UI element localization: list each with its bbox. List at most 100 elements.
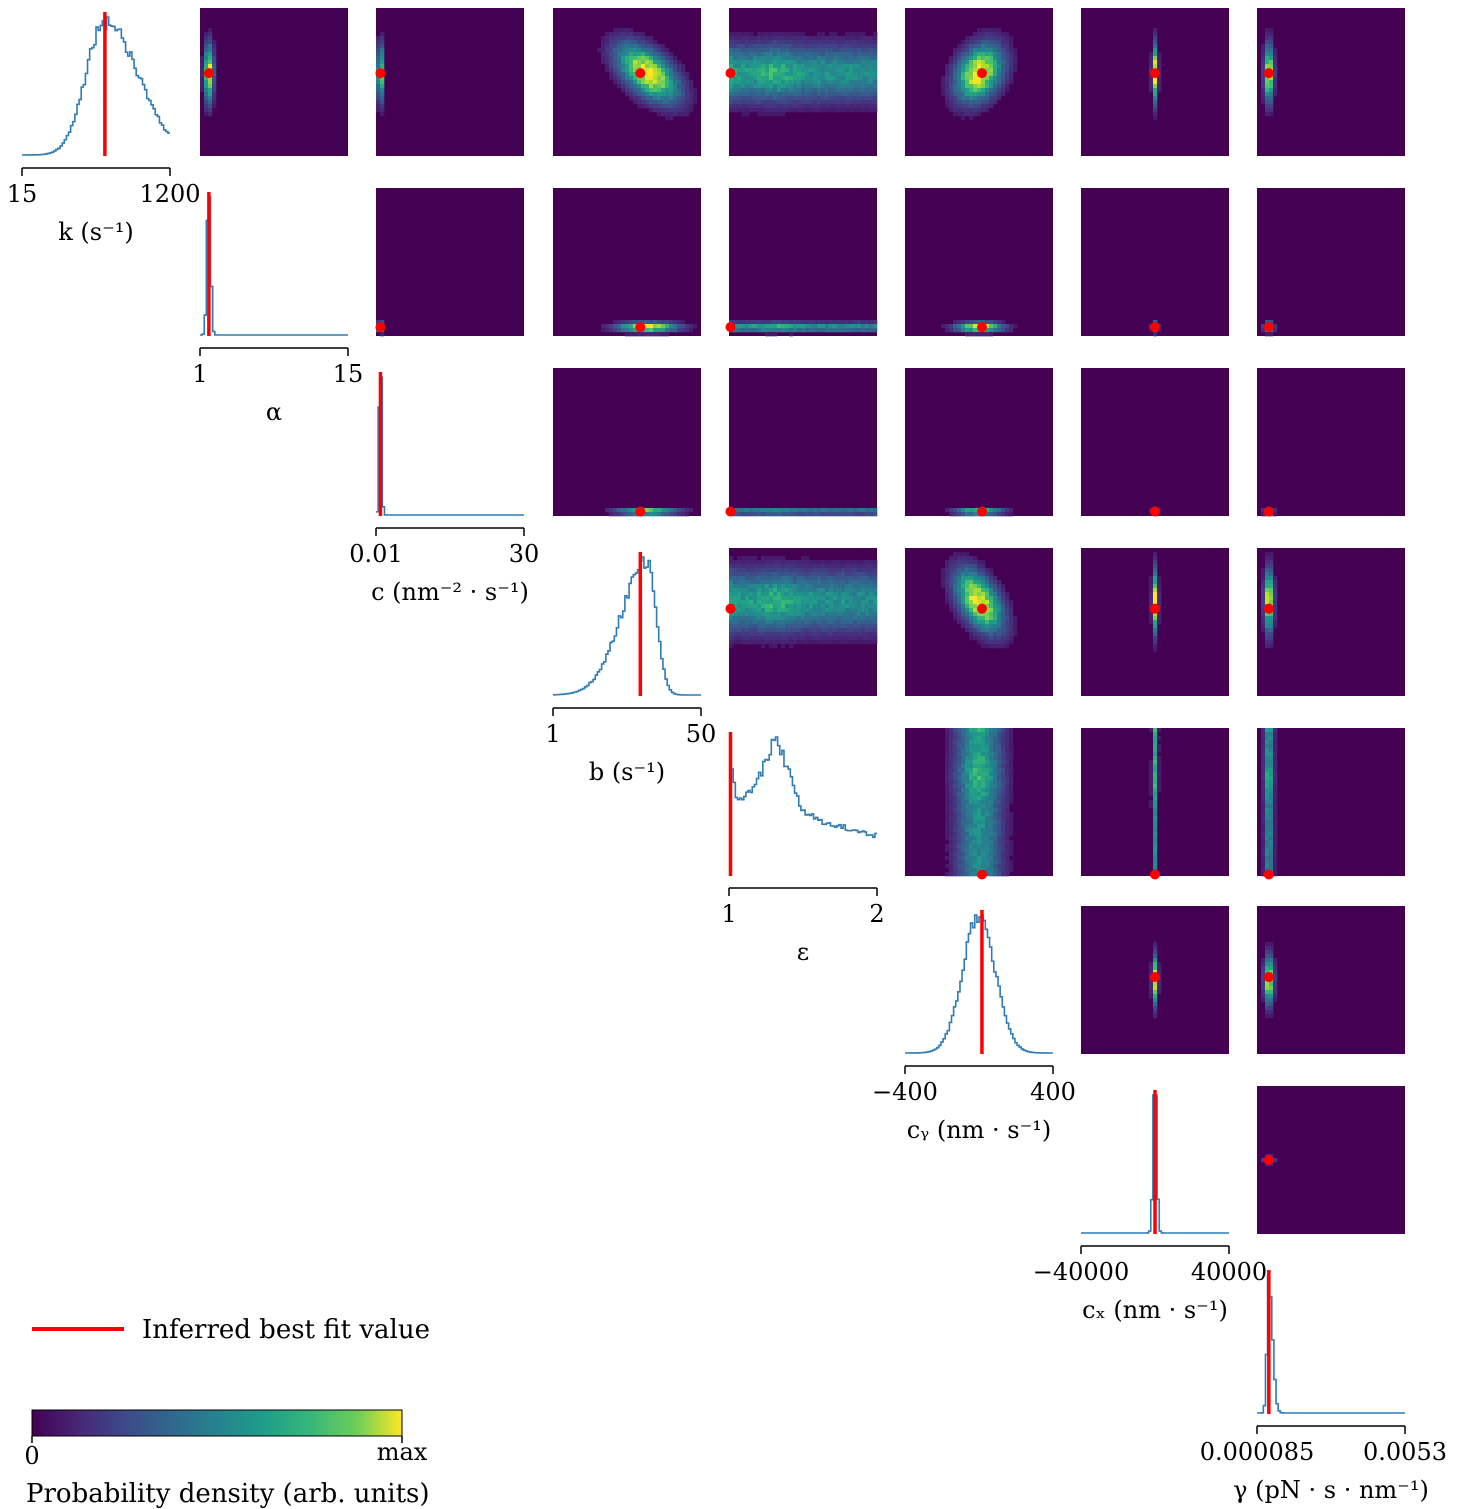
density-cell (629, 96, 634, 101)
density-cell (953, 584, 958, 589)
density-cell (741, 112, 746, 117)
density-cell (1265, 80, 1270, 85)
density-cell (1001, 852, 1006, 857)
density-cell (380, 108, 385, 113)
density-cell (1261, 48, 1266, 53)
density-cell (849, 560, 854, 565)
density-cell (849, 72, 854, 77)
density-cell (749, 80, 754, 85)
density-cell (657, 80, 662, 85)
density-cell (961, 556, 966, 561)
density-cell (1001, 736, 1006, 741)
density-cell (1009, 52, 1014, 57)
density-cell (961, 764, 966, 769)
density-cell (669, 108, 674, 113)
density-cell (845, 592, 850, 597)
density-cell (753, 604, 758, 609)
joint-panel-7-6 (1257, 1086, 1405, 1234)
density-cell (769, 608, 774, 613)
density-cell (1269, 88, 1274, 93)
density-cell (773, 80, 778, 85)
density-cell (673, 92, 678, 97)
density-cell (629, 48, 634, 53)
density-cell (741, 100, 746, 105)
density-cell (629, 80, 634, 85)
density-cell (833, 632, 838, 637)
density-cell (1265, 768, 1270, 773)
density-cell (729, 576, 734, 581)
density-cell (761, 612, 766, 617)
density-cell (853, 508, 858, 513)
density-cell (757, 72, 762, 77)
density-cell (1001, 644, 1006, 649)
density-cell (813, 44, 818, 49)
density-cell (817, 88, 822, 93)
density-cell (629, 36, 634, 41)
density-cell (641, 80, 646, 85)
density-cell (961, 60, 966, 65)
density-cell (985, 88, 990, 93)
density-cell (989, 760, 994, 765)
density-cell (625, 76, 630, 81)
density-cell (737, 92, 742, 97)
density-cell (1153, 840, 1158, 845)
density-cell (1009, 832, 1014, 837)
density-cell (1009, 620, 1014, 625)
density-cell (841, 36, 846, 41)
density-cell (773, 616, 778, 621)
density-cell (985, 792, 990, 797)
density-cell (1265, 1006, 1270, 1011)
density-cell (765, 320, 770, 325)
density-cell (1005, 636, 1010, 641)
density-cell (1153, 804, 1158, 809)
density-cell (789, 596, 794, 601)
density-cell (1153, 616, 1158, 621)
density-cell (997, 328, 1002, 333)
density-cell (985, 600, 990, 605)
density-cell (993, 616, 998, 621)
density-cell (749, 32, 754, 37)
density-cell (973, 44, 978, 49)
density-cell (969, 612, 974, 617)
density-cell (965, 92, 970, 97)
density-cell (1153, 568, 1158, 573)
density-cell (981, 96, 986, 101)
density-cell (629, 32, 634, 37)
density-cell (853, 80, 858, 85)
density-cell (993, 32, 998, 37)
density-cell (869, 48, 874, 53)
density-cell (1005, 48, 1010, 53)
density-cell (1157, 748, 1162, 753)
density-cell (825, 320, 830, 325)
density-cell (737, 320, 742, 325)
density-cell (685, 84, 690, 89)
density-cell (753, 56, 758, 61)
density-cell (865, 564, 870, 569)
density-cell (993, 600, 998, 605)
density-cell (1153, 736, 1158, 741)
density-cell (1273, 776, 1278, 781)
density-cell (821, 320, 826, 325)
density-cell (729, 60, 734, 65)
density-cell (949, 776, 954, 781)
density-cell (977, 792, 982, 797)
density-cell (665, 116, 670, 121)
density-cell (733, 108, 738, 113)
density-cell (953, 800, 958, 805)
density-cell (681, 100, 686, 105)
x-axis-title: ε (797, 938, 809, 966)
density-cell (989, 844, 994, 849)
density-cell (641, 32, 646, 37)
density-cell (957, 848, 962, 853)
density-cell (813, 80, 818, 85)
density-cell (801, 632, 806, 637)
density-cell (953, 72, 958, 77)
density-cell (949, 808, 954, 813)
density-cell (853, 600, 858, 605)
density-cell (785, 628, 790, 633)
density-cell (873, 44, 878, 49)
density-cell (997, 784, 1002, 789)
density-cell (1265, 568, 1270, 573)
density-cell (753, 60, 758, 65)
density-cell (673, 56, 678, 61)
